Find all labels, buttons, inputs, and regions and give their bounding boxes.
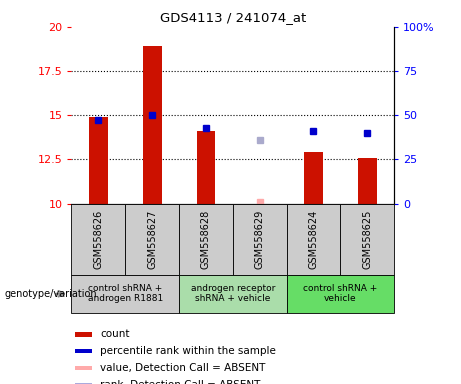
Text: genotype/variation: genotype/variation xyxy=(5,289,97,299)
Bar xyxy=(304,152,323,204)
Text: GSM558629: GSM558629 xyxy=(254,209,265,269)
Bar xyxy=(233,204,287,275)
Bar xyxy=(75,366,92,370)
Bar xyxy=(89,117,108,204)
Bar xyxy=(358,157,377,204)
Text: count: count xyxy=(100,329,130,339)
Text: percentile rank within the sample: percentile rank within the sample xyxy=(100,346,277,356)
Bar xyxy=(196,131,215,204)
Text: androgen receptor
shRNA + vehicle: androgen receptor shRNA + vehicle xyxy=(190,284,275,303)
Bar xyxy=(287,204,340,275)
Text: GSM558624: GSM558624 xyxy=(308,209,319,269)
Text: GSM558627: GSM558627 xyxy=(147,209,157,269)
Title: GDS4113 / 241074_at: GDS4113 / 241074_at xyxy=(160,11,306,24)
Bar xyxy=(179,204,233,275)
Bar xyxy=(125,204,179,275)
Bar xyxy=(71,204,125,275)
Bar xyxy=(71,275,179,313)
Bar xyxy=(75,383,92,384)
Bar xyxy=(179,275,287,313)
Text: GSM558625: GSM558625 xyxy=(362,209,372,269)
Text: value, Detection Call = ABSENT: value, Detection Call = ABSENT xyxy=(100,363,266,373)
Bar xyxy=(340,204,394,275)
Text: GSM558628: GSM558628 xyxy=(201,209,211,269)
Bar xyxy=(143,46,161,204)
Bar xyxy=(75,333,92,336)
Bar xyxy=(287,275,394,313)
Text: control shRNA +
vehicle: control shRNA + vehicle xyxy=(303,284,378,303)
Text: GSM558626: GSM558626 xyxy=(93,209,103,269)
Bar xyxy=(75,349,92,353)
Text: control shRNA +
androgen R1881: control shRNA + androgen R1881 xyxy=(88,284,163,303)
Text: rank, Detection Call = ABSENT: rank, Detection Call = ABSENT xyxy=(100,380,261,384)
